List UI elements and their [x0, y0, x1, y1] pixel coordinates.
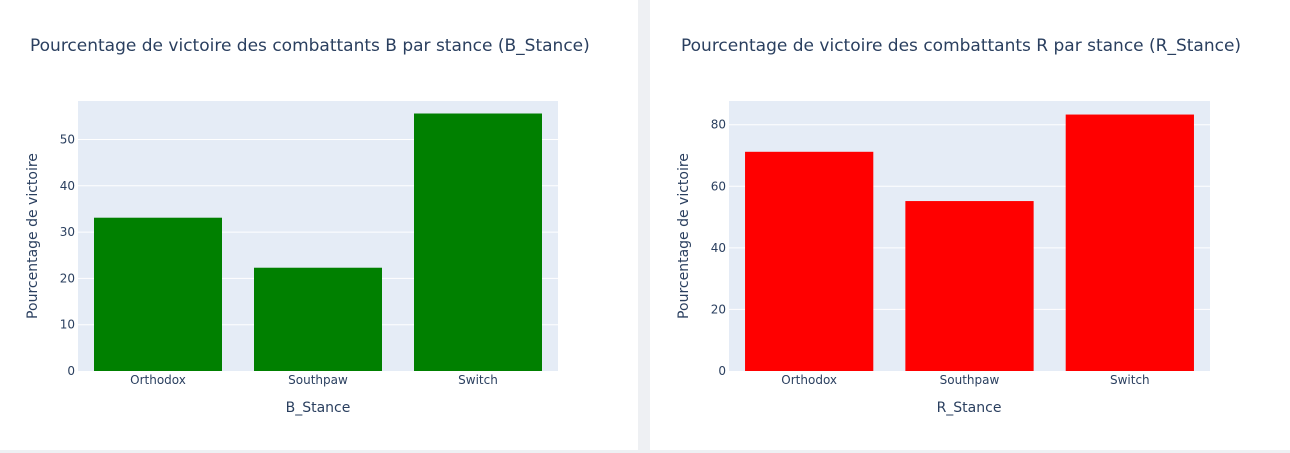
x-tick-label: Orthodox: [781, 373, 837, 387]
y-tick-label: 0: [67, 364, 75, 378]
y-tick-label: 40: [60, 179, 75, 193]
bar-orthodox[interactable]: [745, 151, 874, 371]
chart-panel-r: Pourcentage de victoire des combattants …: [650, 0, 1290, 450]
y-axis-title: Pourcentage de victoire: [25, 153, 41, 319]
x-tick-label: Southpaw: [940, 373, 1000, 387]
x-tick-label: Switch: [1110, 373, 1150, 387]
y-axis-title: Pourcentage de victoire: [676, 153, 692, 319]
plot-layer: 0 20 40 60 80 Orthodox Southpaw Switch: [711, 114, 1210, 387]
x-tick-label: Southpaw: [288, 373, 348, 387]
y-tick-label: 80: [711, 118, 726, 132]
y-tick-label: 20: [711, 302, 726, 316]
bar-switch[interactable]: [1065, 114, 1194, 372]
bar-southpaw[interactable]: [254, 267, 382, 371]
chart-r-svg: Pourcentage de victoire des combattants …: [676, 36, 1241, 416]
bar-orthodox[interactable]: [94, 217, 222, 371]
x-tick-label: Orthodox: [130, 373, 186, 387]
y-tick-label: 30: [60, 225, 75, 239]
y-tick-label: 0: [718, 364, 726, 378]
chart-panel-b: Pourcentage de victoire des combattants …: [0, 0, 638, 450]
bar-switch[interactable]: [414, 113, 542, 372]
x-axis-title: B_Stance: [286, 400, 351, 416]
x-axis-title: R_Stance: [937, 400, 1002, 416]
chart-b-svg: Pourcentage de victoire des combattants …: [25, 36, 590, 416]
bar-southpaw[interactable]: [905, 201, 1034, 371]
y-tick-label: 10: [60, 318, 75, 332]
y-tick-label: 20: [60, 271, 75, 285]
y-tick-label: 40: [711, 241, 726, 255]
x-tick-label: Switch: [458, 373, 498, 387]
y-tick-label: 50: [60, 132, 75, 146]
chart-title: Pourcentage de victoire des combattants …: [30, 36, 590, 56]
chart-title: Pourcentage de victoire des combattants …: [681, 36, 1241, 56]
plot-layer: 0 10 20 30 40 50 Orthodox Southpaw Switch: [60, 113, 558, 387]
y-tick-label: 60: [711, 179, 726, 193]
